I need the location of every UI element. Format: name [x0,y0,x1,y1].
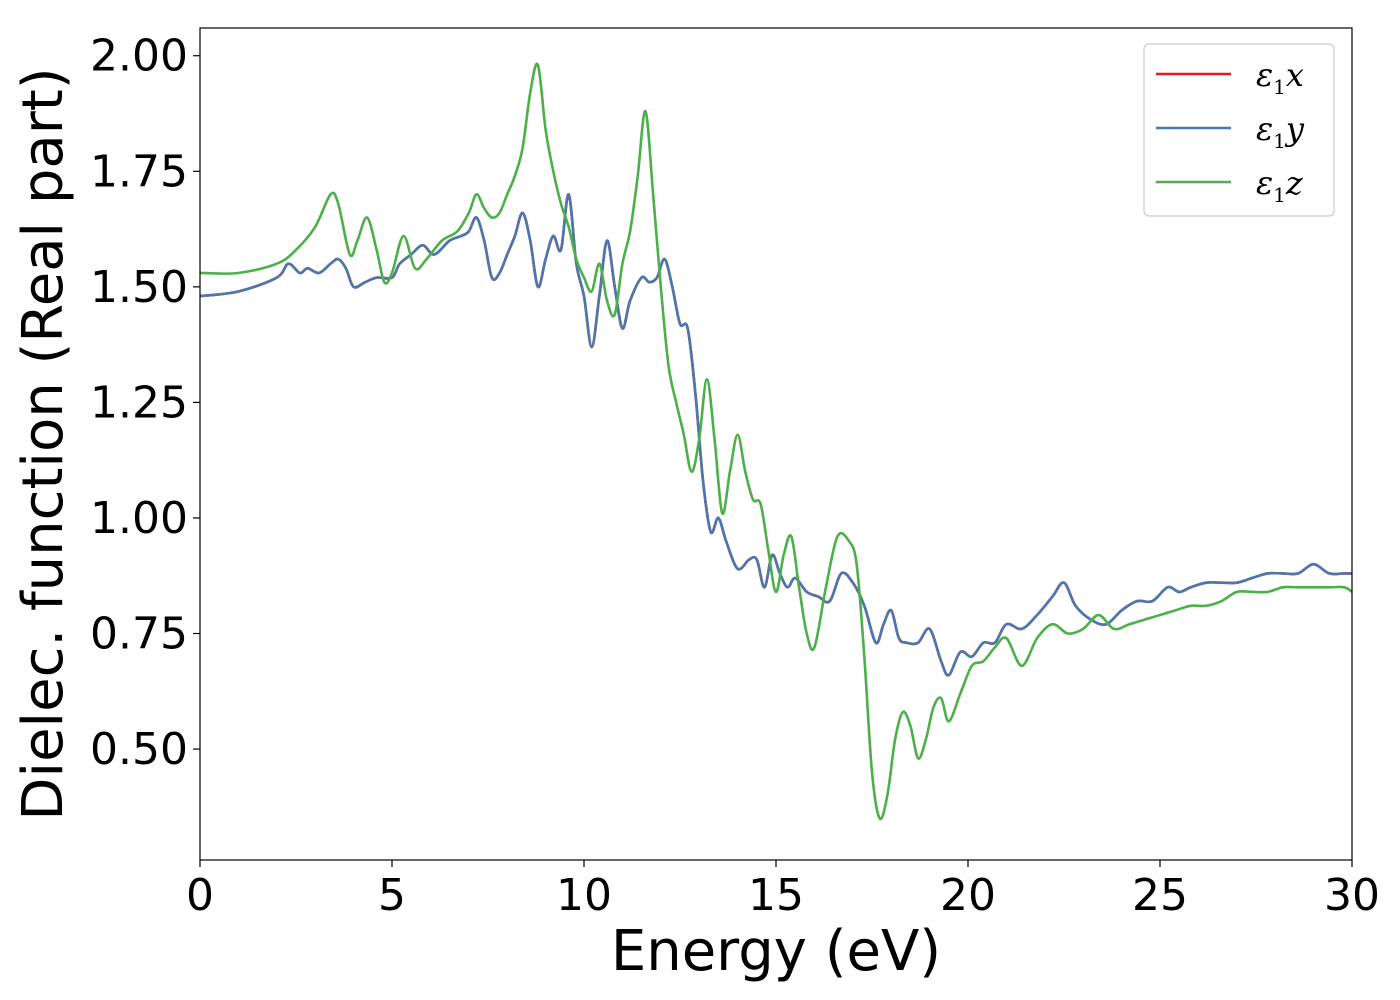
series-line-2 [200,62,1352,821]
legend-symbol: ε [1256,110,1273,148]
series-layer [200,62,1352,821]
legend-variable: z [1285,164,1304,202]
legend-subscript: 1 [1273,129,1286,153]
y-axis-ticks: 0.50 0.75 1.00 1.25 1.50 1.75 2.00 [90,31,200,775]
series-line-1 [200,193,1352,677]
y-tick-label: 1.00 [90,493,188,544]
x-tick-label: 0 [186,870,214,921]
x-tick-label: 10 [556,870,612,921]
legend-variable: x [1286,56,1304,94]
y-tick-label: 1.50 [90,262,188,313]
x-tick-label: 15 [748,870,804,921]
legend-symbol: ε [1256,164,1273,202]
legend-box [1143,43,1335,217]
x-axis-title: Energy (eV) [611,919,941,984]
x-tick-label: 5 [378,870,406,921]
y-tick-label: 0.50 [90,724,188,775]
legend-label-0: ε1x [1256,56,1304,99]
legend-symbol: ε [1256,56,1273,94]
x-tick-label: 30 [1324,870,1380,921]
legend-variable: y [1284,110,1305,148]
legend-label-1: ε1y [1256,110,1305,153]
x-axis-ticks: 0 5 10 15 20 25 30 [186,860,1380,921]
x-tick-label: 25 [1132,870,1188,921]
legend-subscript: 1 [1273,183,1286,207]
x-tick-label: 20 [940,870,996,921]
legend-subscript: 1 [1273,75,1286,99]
y-tick-label: 1.75 [90,146,188,197]
y-tick-label: 1.25 [90,377,188,428]
legend-label-2: ε1z [1256,164,1304,207]
y-axis-title: Dielec. function (Real part) [11,67,76,820]
y-tick-label: 0.75 [90,609,188,660]
series-line-0 [200,193,1352,677]
y-tick-label: 2.00 [90,31,188,82]
